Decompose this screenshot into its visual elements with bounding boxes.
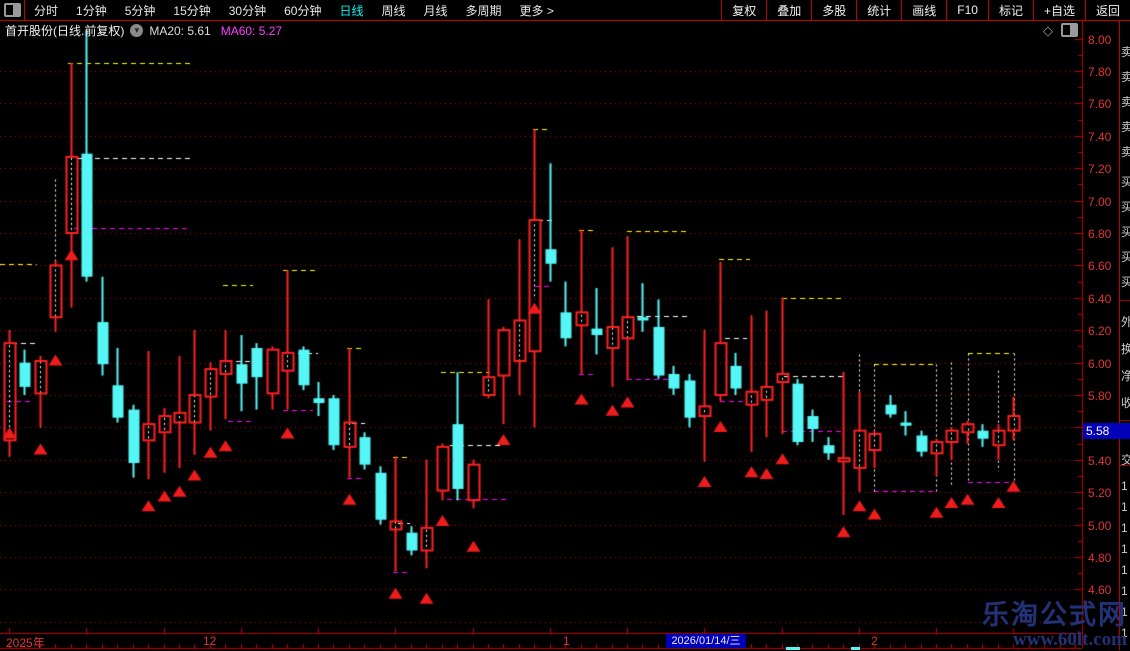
clipped-panel-text: 卖 xyxy=(1121,71,1130,83)
period-tab-多周期[interactable]: 多周期 xyxy=(465,3,502,18)
top-toolbar: 分时 1分钟 5分钟 15分钟 30分钟 60分钟 日线 周线 月线 多周期 更多 > 复权 叠加 多股… xyxy=(0,0,1130,21)
clipped-panel-separator xyxy=(1120,300,1130,301)
window-layout-button[interactable] xyxy=(0,0,25,20)
price-tick-label: 6.40 xyxy=(1088,291,1112,306)
tool-button-复权[interactable]: 复权 xyxy=(721,0,766,20)
tool-button-叠加[interactable]: 叠加 xyxy=(766,0,811,20)
tool-button-F10[interactable]: F10 xyxy=(946,0,988,20)
tool-button-画线[interactable]: 画线 xyxy=(901,0,946,20)
clipped-panel-separator xyxy=(1120,420,1130,421)
tool-buttons: 复权 叠加 多股 统计 画线 F10 标记 +自选 返回 xyxy=(721,0,1130,20)
current-price-highlight: 5.58 xyxy=(1083,422,1130,439)
clipped-panel-text: 卖 xyxy=(1121,96,1130,108)
clipped-panel-text: 买 xyxy=(1121,226,1130,238)
clipped-panel-text: 收 xyxy=(1121,397,1130,409)
price-tick-label: 5.80 xyxy=(1088,389,1112,403)
period-tab-分时[interactable]: 分时 xyxy=(34,3,59,18)
period-tab-15分钟[interactable]: 15分钟 xyxy=(173,3,211,18)
clipped-indicator-fragment xyxy=(851,647,860,650)
tool-button-多股[interactable]: 多股 xyxy=(811,0,856,20)
panel-layout-icon xyxy=(3,3,21,17)
tool-button-返回[interactable]: 返回 xyxy=(1084,0,1130,20)
price-tick-label: 6.00 xyxy=(1088,356,1112,371)
period-tab-60分钟[interactable]: 60分钟 xyxy=(284,3,322,18)
price-tick-label: 7.80 xyxy=(1088,65,1112,79)
price-tick-label: 5.20 xyxy=(1088,486,1112,501)
date-tick-label: 12 xyxy=(203,634,217,648)
price-tick-label: 7.40 xyxy=(1088,129,1112,144)
price-tick-label: 4.80 xyxy=(1088,551,1112,565)
price-tick-label: 5.00 xyxy=(1088,518,1112,533)
clipped-panel-text: 1 xyxy=(1121,522,1128,534)
period-tab-5分钟[interactable]: 5分钟 xyxy=(124,3,156,18)
clipped-panel-text: 1 xyxy=(1121,627,1128,639)
clipped-panel-text: 买 xyxy=(1121,276,1130,288)
clipped-panel-text: 1 xyxy=(1121,606,1128,618)
period-tab-1分钟[interactable]: 1分钟 xyxy=(76,3,107,18)
tool-button-标记[interactable]: 标记 xyxy=(987,0,1033,20)
clipped-panel-text: 卖 xyxy=(1121,46,1130,58)
clipped-panel-text: 换 xyxy=(1121,343,1130,355)
price-tick-label: 4.60 xyxy=(1088,583,1112,598)
clipped-panel-text: 交 xyxy=(1121,454,1130,466)
clipped-panel-text: 外 xyxy=(1121,316,1130,328)
date-tick-label: 1 xyxy=(563,634,570,648)
period-tab-日线[interactable]: 日线 xyxy=(339,3,364,18)
period-tab-更多 >[interactable]: 更多 > xyxy=(519,3,554,18)
tool-button-+自选[interactable]: +自选 xyxy=(1032,0,1085,20)
clipped-panel-text: 买 xyxy=(1121,251,1130,263)
price-tick-label: 5.40 xyxy=(1088,453,1112,468)
tool-button-统计[interactable]: 统计 xyxy=(856,0,901,20)
clipped-panel-text: 1 xyxy=(1121,501,1128,513)
clipped-panel-text: 1 xyxy=(1121,480,1128,492)
period-tab-30分钟[interactable]: 30分钟 xyxy=(228,3,267,18)
price-tick-label: 6.80 xyxy=(1088,227,1112,241)
clipped-panel-text: 买 xyxy=(1121,176,1130,188)
period-tabs: 分时 1分钟 5分钟 15分钟 30分钟 60分钟 日线 周线 月线 多周期 更多 > xyxy=(25,0,563,20)
clipped-indicator-fragment xyxy=(786,647,800,650)
clipped-panel-text: 1 xyxy=(1121,543,1128,555)
price-tick-label: 6.20 xyxy=(1088,324,1112,339)
price-tick-label: 7.60 xyxy=(1088,97,1112,112)
clipped-panel-text: 卖 xyxy=(1121,146,1130,158)
right-quote-panel-clipped[interactable]: 卖卖卖卖卖买买买买买外换净收自交11111111 xyxy=(1119,21,1130,650)
price-tick-label: 8.00 xyxy=(1088,32,1112,47)
clipped-panel-text: 买 xyxy=(1121,201,1130,213)
clipped-panel-text: 1 xyxy=(1121,585,1128,597)
price-tick-label: 6.60 xyxy=(1088,259,1112,274)
period-tab-月线[interactable]: 月线 xyxy=(423,3,448,18)
clipped-panel-text: 1 xyxy=(1121,564,1128,576)
price-tick-label: 7.00 xyxy=(1088,194,1112,209)
clipped-panel-text: 卖 xyxy=(1121,121,1130,133)
date-tick-label: 2025年 xyxy=(6,636,45,650)
period-tab-周线[interactable]: 周线 xyxy=(381,3,406,18)
clipped-panel-text: 净 xyxy=(1121,370,1130,382)
selected-date-highlight: 2026/01/14/三 xyxy=(666,634,746,648)
clipped-panel-separator xyxy=(1120,465,1130,466)
price-tick-label: 7.20 xyxy=(1088,162,1112,177)
date-tick-label: 2 xyxy=(871,634,878,648)
